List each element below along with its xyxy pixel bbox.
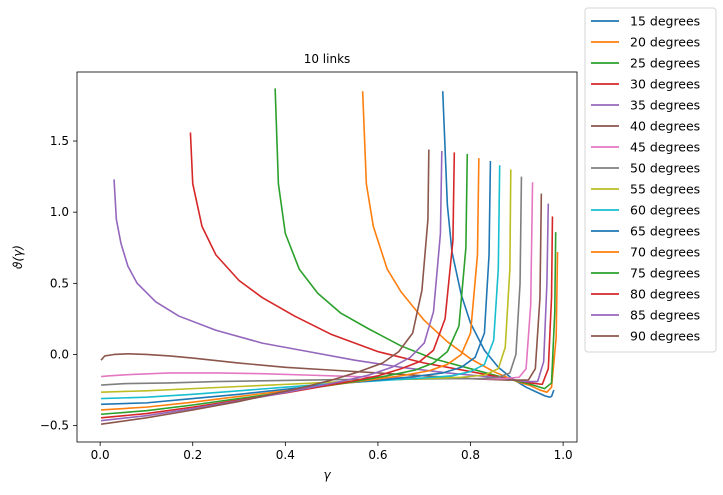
x-axis: 0.0 0.2 0.4 0.6 0.8 1.0: [91, 442, 573, 462]
series-line-10: [101, 165, 501, 400]
legend-entry-label: 75 degrees: [630, 266, 700, 281]
legend-entry-label: 60 degrees: [630, 203, 700, 218]
x-tick-label: 0.2: [183, 448, 202, 462]
chart-title: 10 links: [304, 52, 351, 66]
y-tick-label: 0.0: [50, 347, 69, 361]
legend-entry-label: 65 degrees: [630, 224, 700, 239]
plot-frame: [76, 71, 578, 443]
legend-box: [584, 7, 717, 353]
legend-entry-label: 50 degrees: [630, 161, 700, 176]
x-tick-label: 0.4: [276, 448, 295, 462]
series-line-1: [441, 91, 555, 398]
x-tick-label: 1.0: [554, 448, 573, 462]
y-tick-label: 0.5: [50, 276, 69, 290]
series-line-7: [101, 182, 534, 380]
x-tick-label: 0.8: [461, 448, 480, 462]
legend-entry-label: 45 degrees: [630, 140, 700, 155]
legend-entry-label: 15 degrees: [630, 14, 700, 29]
legend-entry-label: 85 degrees: [630, 308, 700, 323]
x-tick-label: 0.0: [91, 448, 110, 462]
series-line-16: [100, 149, 430, 426]
legend-entry-label: 70 degrees: [630, 245, 700, 260]
legend-entry-label: 20 degrees: [630, 35, 700, 50]
legend-entry-label: 90 degrees: [630, 329, 700, 344]
legend-entry-label: 30 degrees: [630, 77, 700, 92]
y-tick-label: −0.5: [40, 419, 69, 433]
legend: 15 degrees 20 degrees 25 degrees 30 degrees…: [584, 7, 717, 353]
legend-entry-label: 80 degrees: [630, 287, 700, 302]
series-line-13: [101, 153, 469, 416]
series-line-15: [100, 150, 443, 422]
y-axis-label: ϑ(γ): [11, 245, 25, 269]
series-line-4: [189, 132, 554, 386]
plot-lines: [100, 88, 559, 426]
y-axis: −0.5 0.0 0.5 1.0 1.5: [40, 134, 77, 433]
series-line-3: [274, 88, 557, 390]
series-line-12: [101, 158, 480, 411]
series-line-14: [100, 152, 456, 419]
legend-entry-label: 40 degrees: [630, 119, 700, 134]
y-tick-label: 1.0: [50, 205, 69, 219]
x-axis-label: γ: [323, 468, 331, 482]
series-line-5: [113, 179, 550, 383]
legend-entry-label: 55 degrees: [630, 182, 700, 197]
series-line-11: [101, 160, 492, 406]
legend-entry-label: 25 degrees: [630, 56, 700, 71]
x-tick-label: 0.6: [368, 448, 387, 462]
legend-entry-label: 35 degrees: [630, 98, 700, 113]
series-line-6: [100, 193, 543, 381]
y-tick-label: 1.5: [50, 134, 69, 148]
